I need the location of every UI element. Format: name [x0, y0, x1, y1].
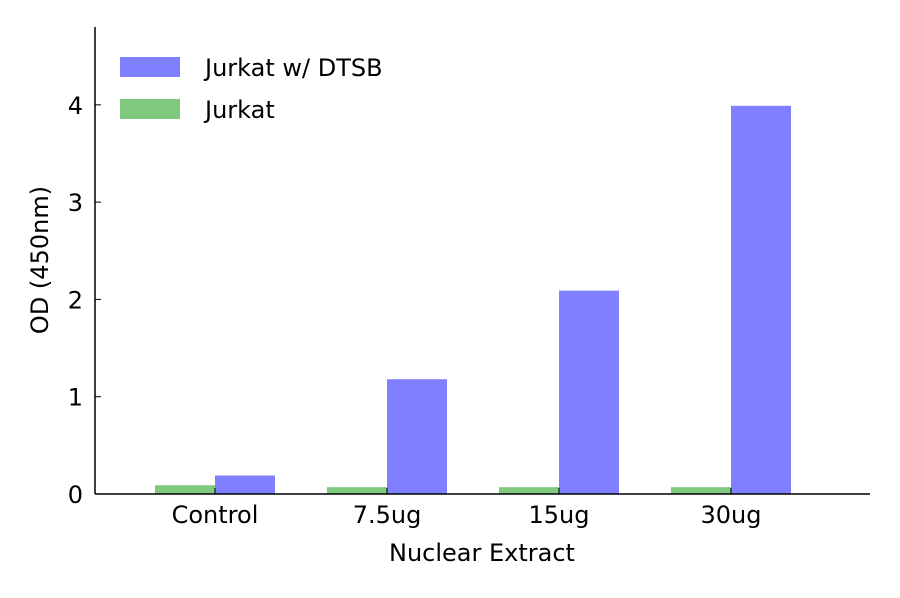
x-tick-label: Control [172, 501, 259, 529]
x-tick-label: 15ug [529, 501, 590, 529]
legend-label-jurkat: Jurkat [203, 96, 275, 124]
x-axis-label: Nuclear Extract [389, 539, 575, 567]
y-tick-label: 1 [68, 384, 83, 412]
y-tick-label: 3 [68, 189, 83, 217]
y-axis-label: OD (450nm) [26, 186, 54, 334]
x-tick-label: 30ug [701, 501, 762, 529]
y-tick-label: 4 [68, 92, 83, 120]
x-tick-label: 7.5ug [353, 501, 422, 529]
bar-jurkat-0 [155, 485, 215, 494]
bar-jurkat-w-dtsb-2 [559, 290, 619, 494]
y-ticks-layer: 0 1 2 3 4 [68, 92, 101, 509]
legend-swatch-jurkat-dtsb [120, 57, 180, 77]
y-tick-label: 0 [68, 481, 83, 509]
bar-jurkat-1 [327, 487, 387, 494]
bar-jurkat-w-dtsb-0 [215, 475, 275, 494]
bars-layer [155, 105, 791, 495]
bar-jurkat-w-dtsb-1 [387, 379, 447, 494]
legend-swatch-jurkat [120, 99, 180, 119]
legend-label-jurkat-dtsb: Jurkat w/ DTSB [203, 54, 383, 82]
bar-jurkat-3 [671, 487, 731, 494]
bar-jurkat-w-dtsb-3 [731, 105, 791, 495]
legend: Jurkat w/ DTSB Jurkat [120, 54, 383, 124]
bar-jurkat-2 [499, 487, 559, 494]
y-tick-label: 2 [68, 286, 83, 314]
x-ticks-layer: Control 7.5ug 15ug 30ug [172, 488, 762, 529]
